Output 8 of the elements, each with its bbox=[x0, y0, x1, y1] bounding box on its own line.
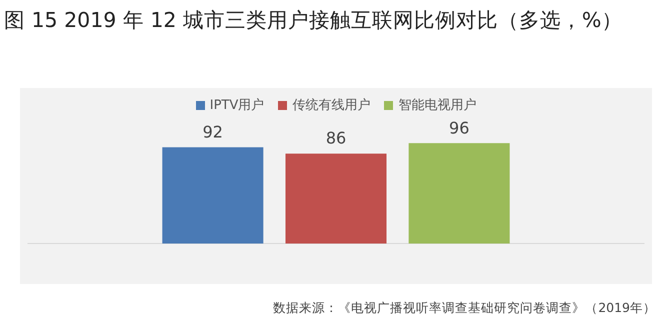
legend-label: 传统有线用户 bbox=[292, 98, 370, 113]
legend-label: IPTV用户 bbox=[210, 98, 264, 113]
source-note: 数据来源：《电视广播视听率调查基础研究问卷调查》（2019年） bbox=[273, 300, 656, 317]
data-label: 96 bbox=[449, 118, 470, 138]
data-label: 86 bbox=[326, 128, 346, 148]
data-label: 92 bbox=[202, 122, 223, 142]
legend-label: 智能电视用户 bbox=[398, 98, 476, 113]
chart-title: 图 15 2019 年 12 城市三类用户接触互联网比例对比（多选，%） bbox=[4, 7, 624, 34]
